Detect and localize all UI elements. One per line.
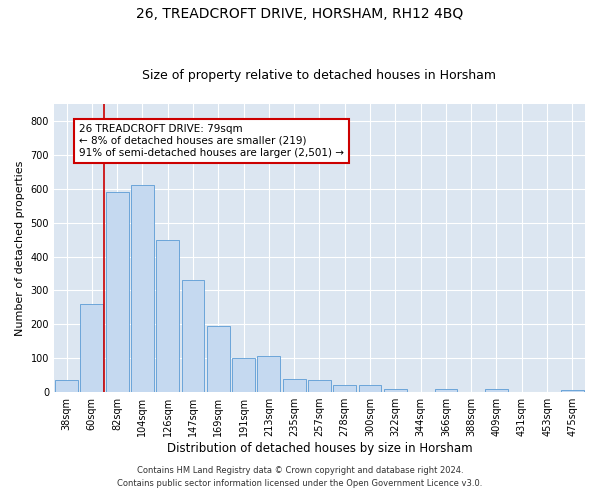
Bar (283, 378, 305, 392)
Text: 26, TREADCROFT DRIVE, HORSHAM, RH12 4BQ: 26, TREADCROFT DRIVE, HORSHAM, RH12 4BQ (136, 8, 464, 22)
Y-axis label: Number of detached properties: Number of detached properties (15, 160, 25, 336)
Bar (207, 326, 230, 392)
Text: 26 TREADCROFT DRIVE: 79sqm
← 8% of detached houses are smaller (219)
91% of semi: 26 TREADCROFT DRIVE: 79sqm ← 8% of detac… (79, 124, 344, 158)
Bar (308, 380, 331, 392)
Bar (334, 386, 356, 392)
X-axis label: Distribution of detached houses by size in Horsham: Distribution of detached houses by size … (167, 442, 472, 455)
Bar (157, 240, 179, 392)
Bar (131, 186, 154, 392)
Bar (182, 280, 205, 392)
Bar (561, 390, 584, 392)
Bar (359, 386, 382, 392)
Title: Size of property relative to detached houses in Horsham: Size of property relative to detached ho… (142, 69, 496, 82)
Bar (485, 390, 508, 392)
Bar (257, 356, 280, 392)
Bar (384, 388, 407, 392)
Bar (434, 390, 457, 392)
Bar (106, 192, 128, 392)
Bar (55, 380, 78, 392)
Bar (80, 304, 103, 392)
Text: Contains HM Land Registry data © Crown copyright and database right 2024.
Contai: Contains HM Land Registry data © Crown c… (118, 466, 482, 487)
Bar (232, 358, 255, 392)
